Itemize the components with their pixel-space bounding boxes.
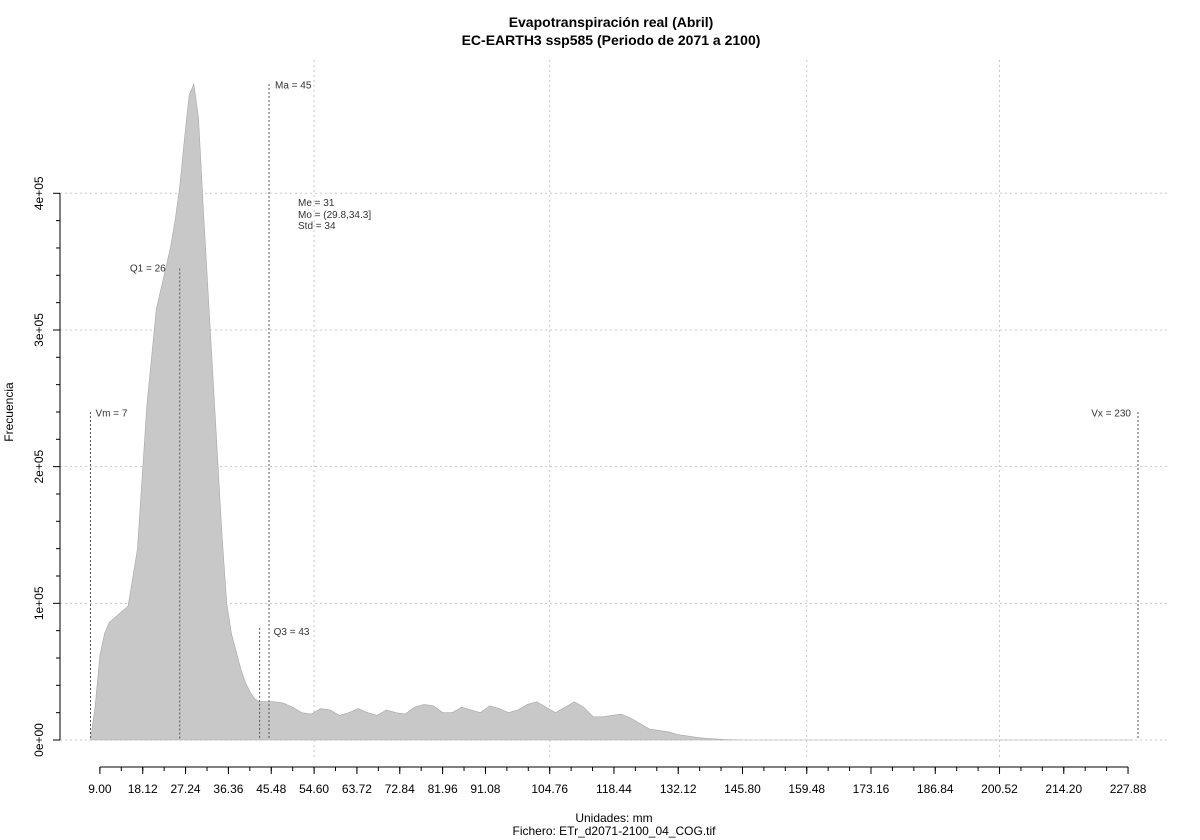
marker-label-3: Q3 = 43 <box>274 627 310 638</box>
x-tick-label-16: 186.84 <box>917 782 954 796</box>
x-tick-label-1: 18.12 <box>128 782 158 796</box>
density-series-area <box>90 82 1134 741</box>
y-tick-label-0: 0e+00 <box>32 723 46 757</box>
x-tick-label-4: 45.48 <box>256 782 286 796</box>
x-tick-label-17: 200.52 <box>981 782 1018 796</box>
x-tick-label-15: 173.16 <box>853 782 890 796</box>
x-tick-label-9: 91.08 <box>470 782 500 796</box>
x-tick-label-11: 118.44 <box>596 782 632 796</box>
y-tick-label-4: 4e+05 <box>32 176 46 210</box>
grid-lines <box>60 60 1170 757</box>
x-tick-label-5: 54.60 <box>299 782 329 796</box>
x-tick-label-19: 227.88 <box>1110 782 1147 796</box>
stat-mode: Mo = (29.8,34.3] <box>298 210 371 221</box>
x-tick-label-18: 214.20 <box>1045 782 1082 796</box>
x-tick-label-10: 104.76 <box>531 782 568 796</box>
stats-annotation: Me = 31 Mo = (29.8,34.3] Std = 34 <box>298 198 371 232</box>
x-tick-label-6: 63.72 <box>342 782 372 796</box>
statistic-markers: Vm = 7 Q1 = 26 Ma = 45 Q3 = 43 Vx = 230 <box>90 80 1139 740</box>
x-axis-title: Unidades: mm <box>575 811 652 825</box>
chart-title: Evapotranspiración real (Abril) <box>509 14 714 30</box>
y-tick-label-2: 2e+05 <box>32 449 46 483</box>
density-area <box>90 82 1134 741</box>
stat-median: Me = 31 <box>298 198 335 209</box>
y-axis-title: Frecuencia <box>2 382 16 442</box>
chart-subtitle: EC-EARTH3 ssp585 (Periodo de 2071 a 2100… <box>462 32 761 48</box>
x-tick-label-14: 159.48 <box>788 782 825 796</box>
marker-label-4: Vx = 230 <box>1091 408 1131 419</box>
x-tick-label-0: 9.00 <box>88 782 112 796</box>
x-tick-label-8: 81.96 <box>428 782 458 796</box>
axes: 0e+00 1e+05 2e+05 3e+05 4e+05 9.00 18.12 27.24 3… <box>32 176 1147 796</box>
x-tick-label-3: 36.36 <box>213 782 243 796</box>
source-file-caption: Fichero: ETr_d2071-2100_04_COG.tif <box>513 824 717 838</box>
x-tick-label-7: 72.84 <box>385 782 415 796</box>
x-tick-label-12: 132.12 <box>660 782 697 796</box>
x-tick-label-13: 145.80 <box>724 782 761 796</box>
marker-label-1: Q1 = 26 <box>130 263 166 274</box>
y-tick-label-3: 3e+05 <box>32 313 46 347</box>
marker-label-0: Vm = 7 <box>96 408 128 419</box>
y-tick-label-1: 1e+05 <box>32 586 46 620</box>
stat-std: Std = 34 <box>298 221 336 232</box>
x-tick-label-2: 27.24 <box>171 782 201 796</box>
marker-label-2: Ma = 45 <box>275 80 312 91</box>
